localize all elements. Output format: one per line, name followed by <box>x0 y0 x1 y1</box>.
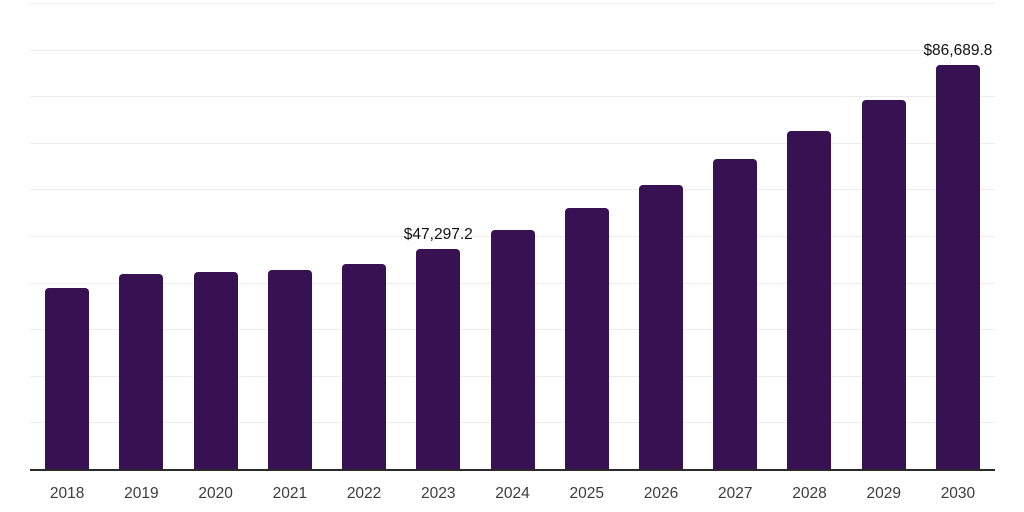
bar-2018[interactable] <box>45 288 90 469</box>
bars: $47,297.2 $86,689.8 <box>30 3 995 469</box>
x-axis-tick-labels: 2018 2019 2020 2021 2022 2023 2024 2025 2026 2027… <box>30 483 995 504</box>
bar-2028[interactable] <box>787 130 832 469</box>
x-tick-2029: 2029 <box>866 485 901 502</box>
bar-slot-2020 <box>178 3 252 469</box>
bar-2026[interactable] <box>638 185 683 469</box>
bar-slot-2023: $47,297.2 <box>401 3 475 469</box>
x-tick-2020: 2020 <box>198 485 233 502</box>
x-tick-2025: 2025 <box>569 485 604 502</box>
bar-slot-2030: $86,689.8 <box>921 3 995 469</box>
bar-slot-2019 <box>104 3 178 469</box>
x-tick-2021: 2021 <box>272 485 308 502</box>
gridline <box>30 3 995 4</box>
x-tick-2023: 2023 <box>421 485 456 502</box>
x-tick-2022: 2022 <box>346 485 382 502</box>
bar-slot-2021 <box>253 3 327 469</box>
bar-2025[interactable] <box>564 208 609 469</box>
plot-area: $47,297.2 $86,689.8 <box>30 3 995 471</box>
data-label-2023: $47,297.2 <box>403 225 473 243</box>
bar-slot-2024 <box>475 3 549 469</box>
bar-slot-2029 <box>847 3 921 469</box>
bar-slot-2026 <box>624 3 698 469</box>
bar-slot-2018 <box>30 3 104 469</box>
bar-2024[interactable] <box>490 230 535 469</box>
bar-2019[interactable] <box>119 273 164 469</box>
gridline <box>30 189 995 191</box>
bar-slot-2027 <box>698 3 772 469</box>
bar-2027[interactable] <box>713 159 758 469</box>
bar-2022[interactable] <box>342 263 387 469</box>
x-tick-2030: 2030 <box>940 485 976 502</box>
bar-slot-2028 <box>772 3 846 469</box>
x-tick-2028: 2028 <box>792 485 827 502</box>
bar-2030[interactable]: $86,689.8 <box>923 42 992 469</box>
x-tick-2018: 2018 <box>49 485 85 502</box>
data-label-2030: $86,689.8 <box>923 42 993 60</box>
x-tick-2027: 2027 <box>717 485 753 502</box>
bar-2020[interactable] <box>193 272 238 469</box>
x-tick-2024: 2024 <box>495 485 530 502</box>
bar-2021[interactable] <box>267 269 312 469</box>
x-tick-2026: 2026 <box>643 485 679 502</box>
gridline <box>30 49 995 51</box>
bar-slot-2022 <box>327 3 401 469</box>
bar-slot-2025 <box>550 3 624 469</box>
bar-2029[interactable] <box>861 99 906 469</box>
gridline <box>30 96 995 98</box>
x-tick-2019: 2019 <box>124 485 159 502</box>
gridline <box>30 142 995 144</box>
bar-2023[interactable]: $47,297.2 <box>404 226 473 469</box>
